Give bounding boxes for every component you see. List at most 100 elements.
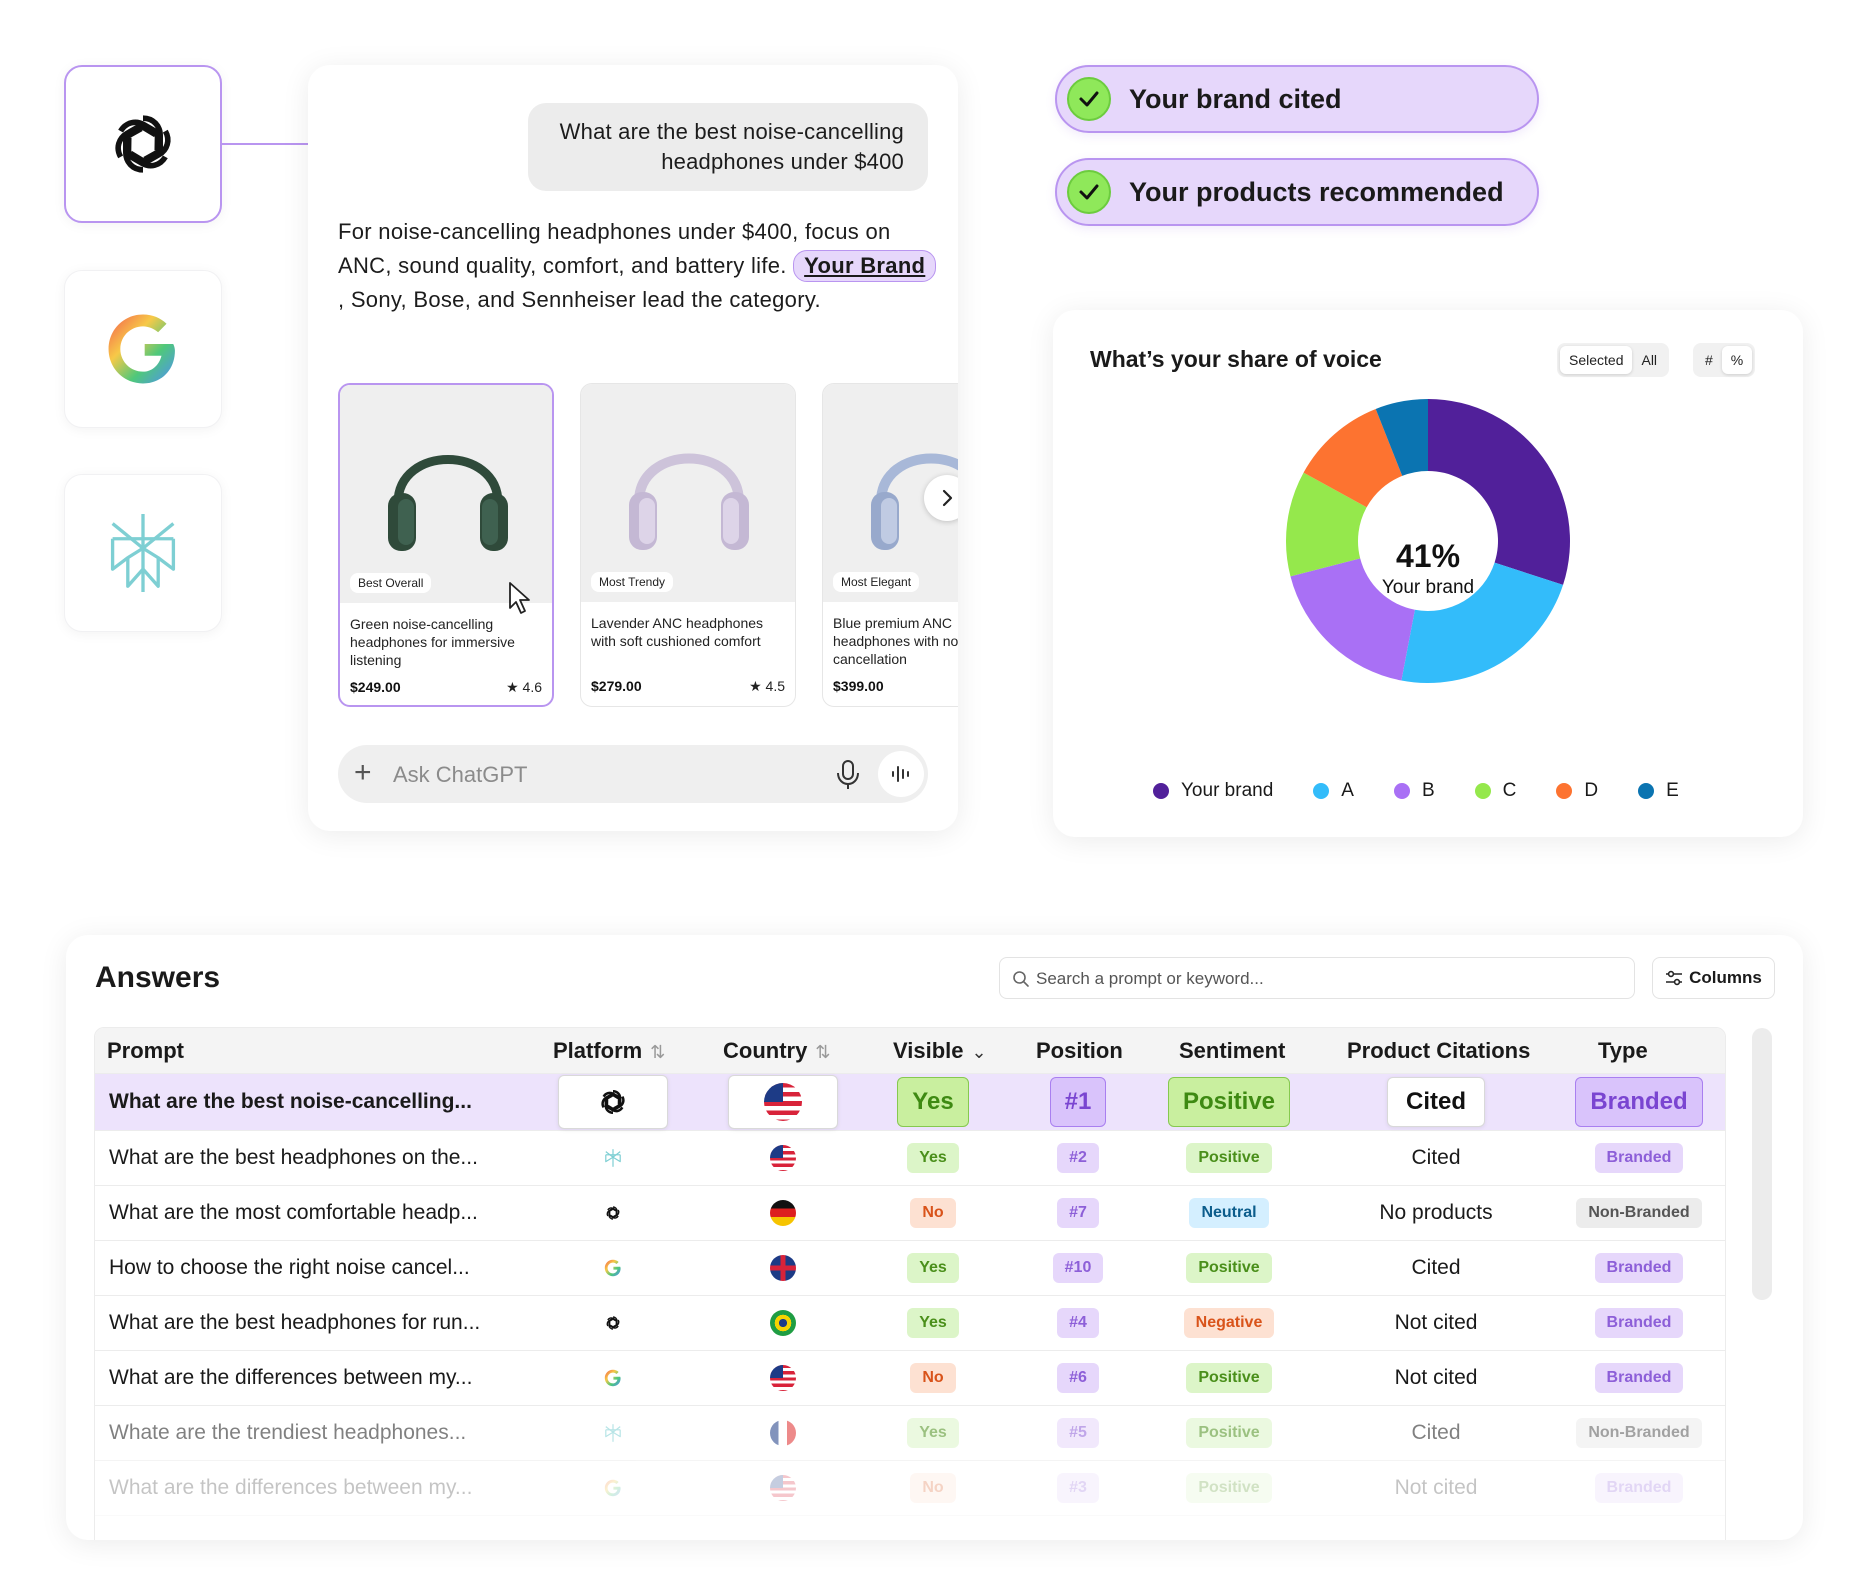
platform-tile-google[interactable] xyxy=(64,270,222,428)
star-icon: ★ xyxy=(506,679,523,695)
sentiment-badge: Positive xyxy=(1186,1418,1272,1448)
toggle-count[interactable]: # xyxy=(1705,352,1713,368)
plus-icon[interactable]: + xyxy=(354,756,372,789)
answers-title: Answers xyxy=(95,961,221,994)
platform-tile-perplexity[interactable] xyxy=(64,474,222,632)
donut-slice-your-brand[interactable] xyxy=(1428,399,1570,585)
sort-icon[interactable]: ⇅ xyxy=(815,1042,831,1062)
citations-cell: No products xyxy=(1379,1201,1493,1224)
legend-item: E xyxy=(1638,780,1679,802)
prompt-cell[interactable]: What are the differences between my... xyxy=(109,1476,473,1499)
legend-item: A xyxy=(1313,780,1354,802)
toggle-selected[interactable]: Selected xyxy=(1560,346,1633,374)
answers-panel: Answers Search a prompt or keyword... Co… xyxy=(66,935,1803,1540)
header-citations: Product Citations xyxy=(1347,1038,1531,1063)
voice-mode-button[interactable] xyxy=(878,751,924,797)
toggle-percent[interactable]: % xyxy=(1721,346,1753,374)
chat-input[interactable]: + Ask ChatGPT xyxy=(338,745,928,803)
donut-slice-c[interactable] xyxy=(1286,472,1367,577)
table-row[interactable]: What are the best headphones on the... Ye… xyxy=(95,1131,1725,1186)
header-visible[interactable]: Visible ⌄ xyxy=(893,1038,987,1063)
table-row[interactable]: What are the best headphones for run... Y… xyxy=(95,1296,1725,1351)
product-image xyxy=(581,384,795,602)
product-rating: ★ 4.5 xyxy=(749,678,785,694)
visible-badge: No xyxy=(910,1363,956,1393)
donut-slice-a[interactable] xyxy=(1401,562,1564,683)
products-recommended-pill: Your products recommended xyxy=(1055,158,1539,226)
platform-tile-chatgpt[interactable] xyxy=(64,65,222,223)
position-badge: #7 xyxy=(1057,1198,1099,1228)
donut-chart xyxy=(1286,399,1570,683)
sentiment-badge: Positive xyxy=(1167,1077,1291,1127)
legend-item: Your brand xyxy=(1153,780,1273,802)
chat-input-placeholder: Ask ChatGPT xyxy=(393,762,528,787)
visible-badge: No xyxy=(910,1473,956,1503)
center-label: Your brand xyxy=(1381,577,1475,598)
prompt-cell[interactable]: What are the best headphones for run... xyxy=(109,1311,481,1334)
flag-us-icon xyxy=(770,1475,796,1501)
prompt-cell[interactable]: Whate are the trendiest headphones... xyxy=(109,1421,467,1444)
google-icon xyxy=(604,1259,621,1277)
platform-cell xyxy=(558,1075,668,1129)
prompt-cell[interactable]: How to choose the right noise cancel... xyxy=(109,1256,470,1279)
cursor-icon xyxy=(509,582,530,614)
check-icon xyxy=(1067,77,1111,121)
citations-cell: Cited xyxy=(1411,1256,1461,1279)
share-of-voice-title: What’s your share of voice xyxy=(1090,346,1382,372)
search-input[interactable]: Search a prompt or keyword... xyxy=(999,957,1635,999)
position-badge: #3 xyxy=(1057,1473,1099,1503)
product-tag: Best Overall xyxy=(350,573,432,593)
visible-badge: Yes xyxy=(907,1418,959,1448)
flag-br-icon xyxy=(770,1310,796,1336)
product-description: Lavender ANC headphones with soft cushio… xyxy=(591,615,764,649)
product-price: $249.00 xyxy=(350,679,401,695)
brand-mention[interactable]: Your Brand xyxy=(793,250,937,282)
type-badge: Branded xyxy=(1594,1473,1684,1503)
donut-slice-e[interactable] xyxy=(1375,399,1428,476)
donut-slice-d[interactable] xyxy=(1303,408,1403,508)
table-row[interactable]: What are the differences between my... No… xyxy=(95,1461,1725,1516)
table-row[interactable]: What are the differences between my... No… xyxy=(95,1351,1725,1406)
header-sentiment: Sentiment xyxy=(1179,1038,1286,1063)
legend-item: D xyxy=(1556,780,1598,802)
prompt-cell[interactable]: What are the differences between my... xyxy=(109,1366,473,1389)
legend-item: C xyxy=(1474,780,1516,802)
microphone-icon[interactable] xyxy=(834,759,862,791)
carousel-next-button[interactable] xyxy=(924,475,958,521)
flag-us-icon xyxy=(764,1083,802,1121)
header-platform[interactable]: Platform ⇅ xyxy=(553,1038,666,1063)
type-badge: Branded xyxy=(1594,1308,1684,1338)
columns-button[interactable]: Columns xyxy=(1652,957,1775,999)
product-card[interactable]: Most Elegant Blue premium ANC headphones… xyxy=(822,383,958,707)
header-country[interactable]: Country ⇅ xyxy=(723,1038,831,1063)
toggle-all[interactable]: All xyxy=(1641,352,1658,368)
table-row[interactable]: Whate are the trendiest headphones... Yes… xyxy=(95,1406,1725,1461)
type-badge: Branded xyxy=(1594,1253,1684,1283)
table-row[interactable]: What are the best noise-cancelling... Yes… xyxy=(95,1074,1725,1131)
donut-slice-b[interactable] xyxy=(1290,558,1415,681)
google-icon xyxy=(108,314,175,384)
share-of-voice-card: What’s your share of voice Selected All … xyxy=(1053,310,1803,837)
prompt-cell[interactable]: What are the most comfortable headp... xyxy=(109,1201,478,1224)
product-image xyxy=(340,385,552,603)
type-badge: Branded xyxy=(1594,1363,1684,1393)
waveform-icon xyxy=(892,766,909,782)
chevron-down-icon[interactable]: ⌄ xyxy=(971,1042,987,1062)
product-card[interactable]: Best Overall Green noise-cancelling head… xyxy=(338,383,554,707)
type-badge: Non-Branded xyxy=(1576,1418,1702,1448)
product-card[interactable]: Most Trendy Lavender ANC headphones with… xyxy=(580,383,796,707)
flag-de-icon xyxy=(770,1200,796,1226)
table-header: Prompt Platform ⇅ Country ⇅ Visible ⌄ Posit… xyxy=(95,1028,1725,1074)
table-scrollbar[interactable] xyxy=(1752,1028,1772,1300)
table-body: What are the best noise-cancelling... Yes… xyxy=(95,1074,1725,1540)
type-badge: Branded xyxy=(1575,1077,1703,1127)
table-row[interactable]: What are the most comfortable headp... No… xyxy=(95,1186,1725,1241)
table-row[interactable]: How to choose the right noise cancel... Y… xyxy=(95,1241,1725,1296)
prompt-cell[interactable]: What are the best headphones on the... xyxy=(109,1146,478,1169)
star-icon: ★ xyxy=(749,678,766,694)
position-badge: #4 xyxy=(1057,1308,1099,1338)
view-toggle: Selected All xyxy=(1557,343,1670,377)
prompt-cell[interactable]: What are the best noise-cancelling... xyxy=(109,1090,472,1113)
sort-icon[interactable]: ⇅ xyxy=(650,1042,666,1062)
visible-badge: Yes xyxy=(897,1077,969,1127)
